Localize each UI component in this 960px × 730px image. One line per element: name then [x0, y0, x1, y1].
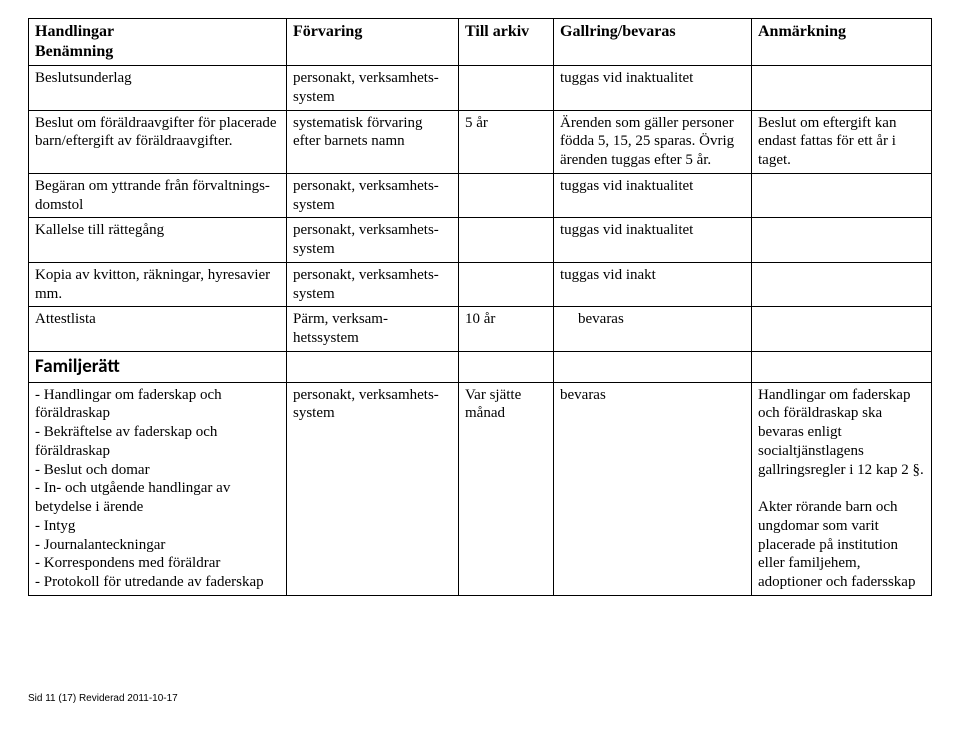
cell	[752, 307, 932, 352]
section-row: Familjerätt	[29, 351, 932, 382]
cell: personakt, verksamhets-system	[287, 173, 459, 218]
cell: bevaras	[554, 307, 752, 352]
cell: tuggas vid inakt	[554, 262, 752, 307]
cell: Handlingar om faderskap och föräldraskap…	[752, 382, 932, 595]
cell: 10 år	[459, 307, 554, 352]
table-row: Kopia av kvitton, räkningar, hyresavier …	[29, 262, 932, 307]
cell: Beslutsunderlag	[29, 66, 287, 111]
col-header-benämning: Handlingar Benämning	[29, 19, 287, 66]
cell	[752, 173, 932, 218]
cell: 5 år	[459, 110, 554, 173]
table-row: Beslut om föräldraavgifter för placerade…	[29, 110, 932, 173]
cell: Pärm, verksam-hetssystem	[287, 307, 459, 352]
col-header-förvaring: Förvaring	[287, 19, 459, 66]
col-header-till-arkiv: Till arkiv	[459, 19, 554, 66]
cell	[459, 173, 554, 218]
table-row: Kallelse till rättegång personakt, verks…	[29, 218, 932, 263]
page-footer: Sid 11 (17) Reviderad 2011-10-17	[28, 693, 178, 704]
cell: tuggas vid inaktualitet	[554, 173, 752, 218]
cell: Kopia av kvitton, räkningar, hyresavier …	[29, 262, 287, 307]
cell: Beslut om föräldraavgifter för placerade…	[29, 110, 287, 173]
cell: Ärenden som gäller personer födda 5, 15,…	[554, 110, 752, 173]
document-table: Handlingar Benämning Förvaring Till arki…	[28, 18, 932, 596]
cell	[287, 351, 459, 382]
cell: tuggas vid inaktualitet	[554, 66, 752, 111]
table-row: Attestlista Pärm, verksam-hetssystem 10 …	[29, 307, 932, 352]
cell	[459, 66, 554, 111]
cell: Kallelse till rättegång	[29, 218, 287, 263]
cell: Beslut om eftergift kan endast fattas fö…	[752, 110, 932, 173]
cell: Var sjätte månad	[459, 382, 554, 595]
cell	[459, 351, 554, 382]
cell: bevaras	[554, 382, 752, 595]
cell: Attestlista	[29, 307, 287, 352]
cell	[752, 262, 932, 307]
cell: personakt, verksamhets-system	[287, 262, 459, 307]
section-heading: Familjerätt	[29, 351, 287, 382]
cell	[459, 218, 554, 263]
table-row: Begäran om yttrande från förvaltnings-do…	[29, 173, 932, 218]
cell: Begäran om yttrande från förvaltnings-do…	[29, 173, 287, 218]
header-row: Handlingar Benämning Förvaring Till arki…	[29, 19, 932, 66]
cell: tuggas vid inaktualitet	[554, 218, 752, 263]
table-row: - Handlingar om faderskap och föräldrask…	[29, 382, 932, 595]
cell	[752, 351, 932, 382]
cell: systematisk förvaring efter barnets namn	[287, 110, 459, 173]
cell	[752, 218, 932, 263]
cell	[752, 66, 932, 111]
cell: personakt, verksamhets-system	[287, 218, 459, 263]
col-header-anmärkning: Anmärkning	[752, 19, 932, 66]
cell	[554, 351, 752, 382]
cell: personakt, verksamhets-system	[287, 66, 459, 111]
col-header-gallring: Gallring/bevaras	[554, 19, 752, 66]
cell	[459, 262, 554, 307]
table-row: Beslutsunderlag personakt, verksamhets-s…	[29, 66, 932, 111]
cell: - Handlingar om faderskap och föräldrask…	[29, 382, 287, 595]
cell: personakt, verksamhets-system	[287, 382, 459, 595]
